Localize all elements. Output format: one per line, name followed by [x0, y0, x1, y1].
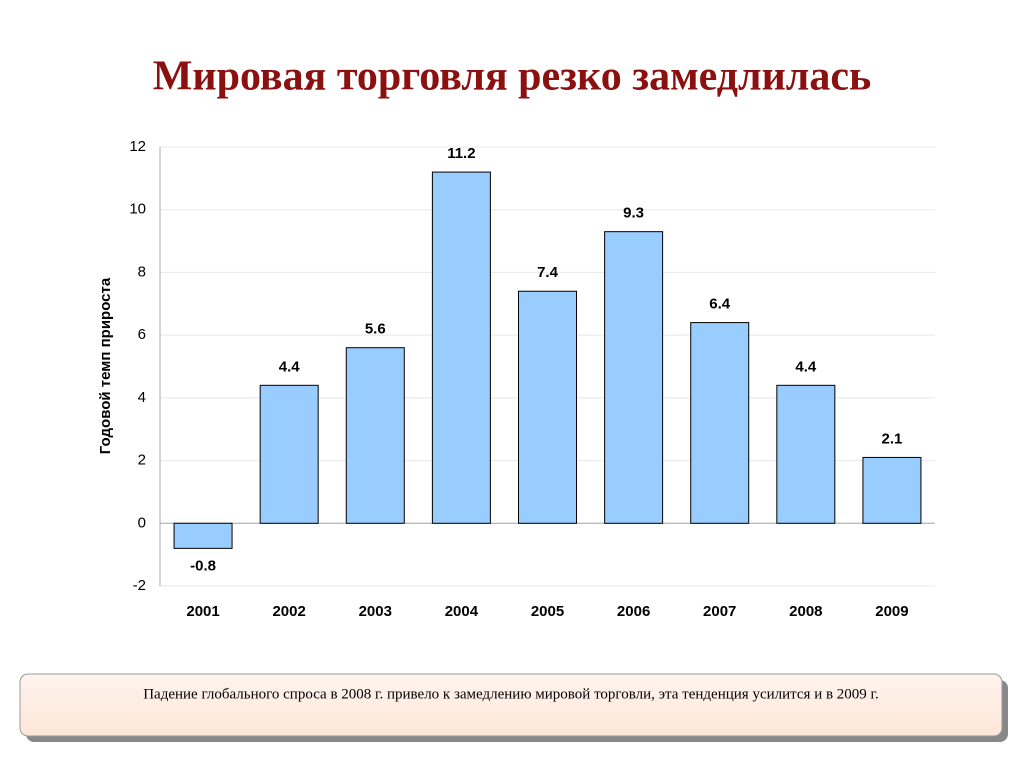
x-tick-label: 2004 [445, 603, 479, 620]
value-label: 7.4 [537, 264, 559, 281]
x-tick-label: 2002 [272, 603, 305, 620]
bar [345, 347, 405, 524]
x-tick-label: 2005 [531, 603, 564, 620]
y-tick-label: -2 [133, 577, 146, 594]
y-tick-label: 4 [138, 389, 146, 406]
y-tick-label: 12 [129, 138, 146, 155]
value-label: 2.1 [882, 430, 903, 447]
y-tick-label: 0 [138, 514, 146, 531]
note-text: Падение глобального спроса в 2008 г. при… [143, 686, 879, 702]
value-label: 5.6 [365, 321, 386, 338]
bar [518, 290, 577, 524]
value-label: -0.8 [190, 557, 216, 574]
x-tick-label: 2003 [359, 603, 392, 620]
value-label: 4.4 [795, 358, 817, 375]
bar [431, 171, 491, 524]
value-label: 11.2 [447, 145, 475, 162]
value-label: 4.4 [279, 358, 301, 375]
x-tick-label: 2001 [186, 603, 219, 620]
value-label: 6.4 [709, 296, 731, 313]
x-tick-label: 2009 [875, 603, 908, 620]
y-axis-label: Годовой темп прироста [97, 277, 114, 454]
value-label: 9.3 [623, 205, 644, 222]
bar [173, 522, 233, 549]
bar [862, 456, 922, 524]
bar [259, 384, 319, 524]
y-tick-label: 8 [138, 263, 146, 280]
y-tick-label: 10 [129, 201, 146, 218]
y-tick-label: 6 [138, 326, 146, 343]
x-tick-label: 2007 [703, 603, 736, 620]
bar [776, 384, 836, 524]
x-tick-label: 2006 [617, 603, 650, 620]
y-tick-label: 2 [138, 452, 146, 469]
chart-title: Мировая торговля резко замедлилась [153, 54, 871, 100]
note-box [19, 673, 1003, 737]
x-tick-label: 2008 [789, 603, 822, 620]
bar [604, 231, 664, 524]
bar [690, 322, 750, 524]
